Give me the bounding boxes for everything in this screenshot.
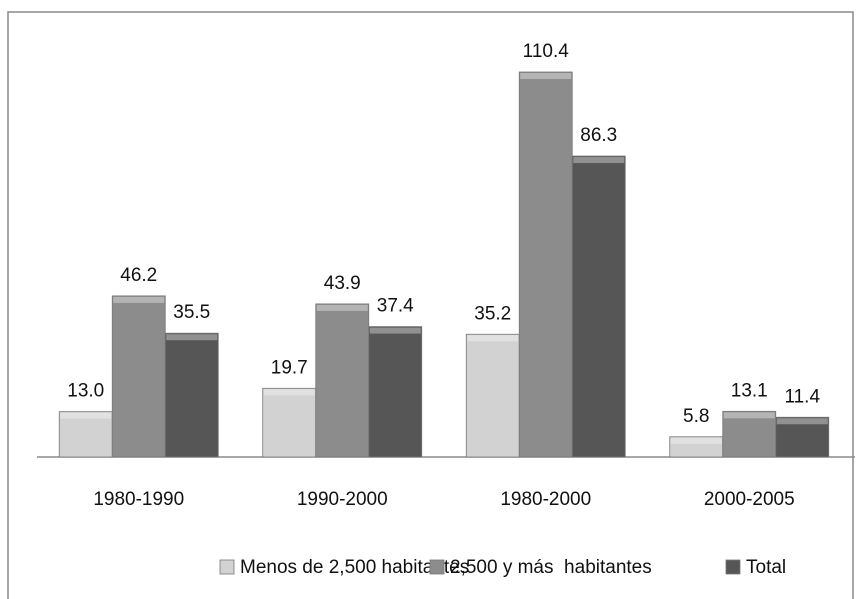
- legend-label: 2,500 y más habitantes: [450, 557, 652, 578]
- legend-swatch: [725, 559, 741, 575]
- x-tick-label: 1980-1990: [93, 489, 184, 510]
- bar-bevel: [60, 412, 112, 419]
- bar: [722, 410, 777, 458]
- data-label: 35.2: [474, 303, 511, 324]
- bar-bevel: [369, 327, 421, 334]
- data-label: 110.4: [523, 41, 570, 62]
- bar-bevel: [670, 437, 722, 444]
- data-label: 13.0: [67, 381, 104, 402]
- bar-bevel: [113, 296, 165, 303]
- legend-label: Total: [746, 557, 786, 578]
- legend-swatch: [429, 559, 445, 575]
- data-label: 13.1: [731, 380, 768, 401]
- bar-bevel: [316, 304, 368, 311]
- x-tick-label: 2000-2005: [704, 489, 795, 510]
- legend-swatch: [219, 559, 235, 575]
- bar: [518, 71, 573, 458]
- data-label: 86.3: [580, 125, 617, 146]
- bar: [368, 326, 423, 458]
- data-label: 46.2: [120, 265, 157, 286]
- bar: [315, 303, 370, 458]
- x-tick-label: 1990-2000: [297, 489, 388, 510]
- bar-bevel: [166, 334, 218, 341]
- bar: [58, 411, 113, 458]
- legend-label: Menos de 2,500 habitantes: [240, 557, 469, 578]
- data-label: 11.4: [784, 386, 820, 407]
- bar: [111, 295, 166, 458]
- bar-bevel: [467, 335, 519, 342]
- bar: [262, 387, 317, 458]
- data-label: 5.8: [683, 406, 709, 427]
- data-label: 35.5: [173, 302, 210, 323]
- bar: [164, 332, 219, 458]
- bar: [775, 416, 830, 458]
- chart-frame: [7, 11, 854, 599]
- data-label: 37.4: [377, 296, 414, 317]
- x-tick-label: 1980-2000: [500, 489, 591, 510]
- data-label: 19.7: [271, 357, 308, 378]
- data-label: 43.9: [324, 273, 361, 294]
- bar: [571, 155, 626, 458]
- bar-bevel: [263, 389, 315, 396]
- bar-bevel: [573, 157, 625, 164]
- bar-bevel: [520, 73, 572, 79]
- bar: [465, 333, 520, 458]
- bar-bevel: [723, 412, 775, 419]
- bar-bevel: [776, 418, 828, 425]
